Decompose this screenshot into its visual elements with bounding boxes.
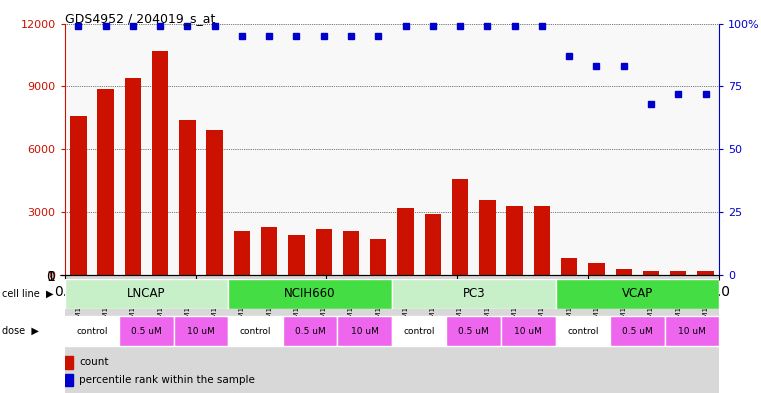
Text: percentile rank within the sample: percentile rank within the sample (79, 375, 255, 385)
Text: 10 uM: 10 uM (514, 327, 542, 336)
Bar (533, 206, 550, 275)
Text: control: control (403, 327, 435, 336)
Bar (556, 316, 610, 346)
Bar (228, 279, 392, 309)
Bar (452, 179, 468, 275)
Text: 0.5 uM: 0.5 uM (131, 327, 162, 336)
Bar (392, 316, 447, 346)
Bar (228, 316, 283, 346)
Bar (125, 78, 141, 275)
Bar (610, 316, 664, 346)
Bar (283, 316, 337, 346)
Bar (670, 271, 686, 275)
Text: 0.5 uM: 0.5 uM (622, 327, 653, 336)
Bar (65, 374, 73, 386)
Bar (643, 271, 659, 275)
Text: dose  ▶: dose ▶ (2, 326, 38, 336)
Text: LNCAP: LNCAP (127, 287, 166, 300)
Bar (65, 356, 73, 369)
Bar (370, 239, 387, 275)
Bar (337, 316, 392, 346)
Text: 10 uM: 10 uM (351, 327, 378, 336)
Bar (234, 231, 250, 275)
Bar (556, 279, 719, 309)
Text: control: control (76, 327, 108, 336)
Bar (174, 316, 228, 346)
Bar (316, 229, 332, 275)
Bar (343, 231, 359, 275)
Bar (206, 130, 223, 275)
Text: GDS4952 / 204019_s_at: GDS4952 / 204019_s_at (65, 12, 215, 25)
Bar (392, 279, 556, 309)
Text: 0.5 uM: 0.5 uM (295, 327, 326, 336)
Bar (447, 316, 501, 346)
Text: 0.5 uM: 0.5 uM (458, 327, 489, 336)
Bar (588, 263, 605, 275)
Bar (697, 271, 714, 275)
Bar (70, 116, 87, 275)
Bar (501, 316, 556, 346)
Text: PC3: PC3 (463, 287, 485, 300)
Bar (119, 316, 174, 346)
Bar (479, 200, 495, 275)
Text: 10 uM: 10 uM (678, 327, 705, 336)
Bar (65, 279, 228, 309)
Text: count: count (79, 357, 109, 367)
Bar (65, 275, 719, 393)
Bar (65, 316, 119, 346)
Text: control: control (567, 327, 599, 336)
Bar (425, 214, 441, 275)
Text: VCAP: VCAP (622, 287, 653, 300)
Text: 10 uM: 10 uM (187, 327, 215, 336)
Text: NCIH660: NCIH660 (285, 287, 336, 300)
Text: control: control (240, 327, 272, 336)
Bar (261, 227, 277, 275)
Bar (616, 269, 632, 275)
Bar (180, 120, 196, 275)
Bar (152, 51, 168, 275)
Bar (397, 208, 414, 275)
Text: cell line  ▶: cell line ▶ (2, 289, 53, 299)
Bar (97, 88, 114, 275)
Bar (664, 316, 719, 346)
Bar (561, 258, 578, 275)
Bar (288, 235, 304, 275)
Bar (507, 206, 523, 275)
